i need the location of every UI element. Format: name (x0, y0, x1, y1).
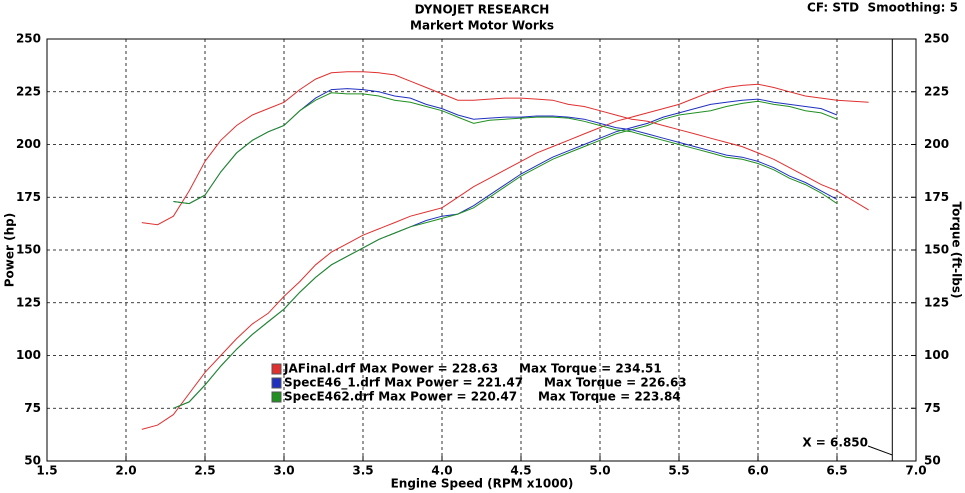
x-tick-label: 2.0 (115, 464, 136, 478)
y-axis-title: Power (hp) (3, 213, 17, 287)
power-line (141, 83, 869, 430)
y-tick-label: 150 (16, 243, 41, 257)
cursor-label: X = 6.850 (802, 436, 868, 450)
y2-tick-label: 75 (924, 401, 941, 415)
chart-title: DYNOJET RESEARCH (415, 3, 550, 17)
legend-text: SpecE46_1.drf Max Power = 221.47 Max Tor… (284, 376, 687, 391)
y2-tick-label: 250 (924, 32, 949, 46)
y-tick-label: 125 (16, 295, 41, 309)
y2-tick-label: 125 (924, 295, 949, 309)
y2-tick-label: 175 (924, 190, 949, 204)
x-tick-label: 7.0 (905, 464, 926, 478)
legend-swatch (271, 377, 282, 389)
x-tick-label: 4.0 (431, 464, 452, 478)
y2-tick-label: 200 (924, 137, 949, 151)
y2-tick-label: 100 (924, 348, 949, 362)
cursor-leader (867, 445, 893, 456)
corner-note: CF: STD Smoothing: 5 (807, 1, 958, 15)
power-line (173, 100, 838, 409)
y2-tick-label: 50 (924, 454, 941, 468)
x-tick-label: 5.0 (589, 464, 610, 478)
x-tick-label: 3.0 (273, 464, 294, 478)
y-tick-label: 250 (16, 32, 41, 46)
legend-swatch (271, 391, 282, 403)
x-tick-label: 6.5 (826, 464, 847, 478)
legend-text: JAFinal.drf Max Power = 228.63 Max Torqu… (283, 362, 662, 376)
legend-swatch (271, 363, 282, 375)
x-tick-label: 2.5 (194, 464, 215, 478)
torque-line (141, 71, 869, 226)
chart-subtitle: Markert Motor Works (410, 19, 554, 33)
x-tick-label: 3.5 (352, 464, 373, 478)
y2-tick-label: 225 (924, 84, 949, 98)
y-tick-label: 100 (16, 348, 41, 362)
y2-tick-label: 150 (924, 243, 949, 257)
legend-text: SpecE462.drf Max Power = 220.47 Max Torq… (284, 390, 681, 404)
y-tick-label: 175 (16, 190, 41, 204)
x-tick-label: 5.5 (668, 464, 689, 478)
torque-line (173, 92, 838, 205)
y2-axis-title: Torque (ft-lbs) (950, 202, 964, 299)
x-axis-title: Engine Speed (RPM x1000) (391, 477, 574, 491)
x-tick-label: 4.5 (510, 464, 531, 478)
y-tick-label: 225 (16, 84, 41, 98)
y-tick-label: 200 (16, 137, 41, 151)
y-tick-label: 75 (24, 401, 41, 415)
x-tick-label: 6.0 (747, 464, 768, 478)
x-tick-label: 1.5 (36, 464, 57, 478)
y-tick-label: 50 (24, 454, 41, 468)
